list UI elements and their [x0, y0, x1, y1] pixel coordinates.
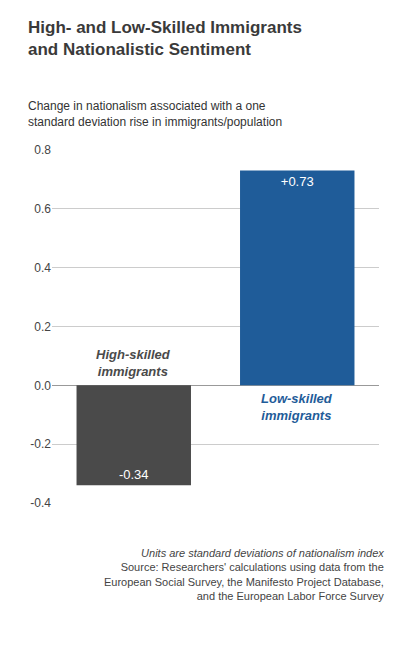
svg-text:High-skilledimmigrants: High-skilledimmigrants	[96, 347, 171, 379]
svg-text:0.6: 0.6	[34, 202, 51, 216]
svg-text:-0.4: -0.4	[30, 496, 51, 510]
svg-text:0.2: 0.2	[34, 320, 51, 334]
svg-text:+0.73: +0.73	[281, 174, 314, 189]
svg-text:-0.34: -0.34	[119, 467, 149, 482]
svg-text:0.8: 0.8	[34, 143, 51, 157]
svg-text:High- and Low-Skilled Immigran: High- and Low-Skilled Immigrantsand Nati…	[28, 18, 302, 59]
svg-text:-0.2: -0.2	[30, 437, 51, 451]
svg-text:0.0: 0.0	[34, 379, 51, 393]
svg-text:Units are standard deviations: Units are standard deviations of nationa…	[104, 547, 384, 602]
svg-text:Low-skilledimmigrants: Low-skilledimmigrants	[261, 391, 333, 423]
svg-text:0.4: 0.4	[34, 261, 51, 275]
svg-text:Change in nationalism associat: Change in nationalism associated with a …	[28, 99, 282, 129]
